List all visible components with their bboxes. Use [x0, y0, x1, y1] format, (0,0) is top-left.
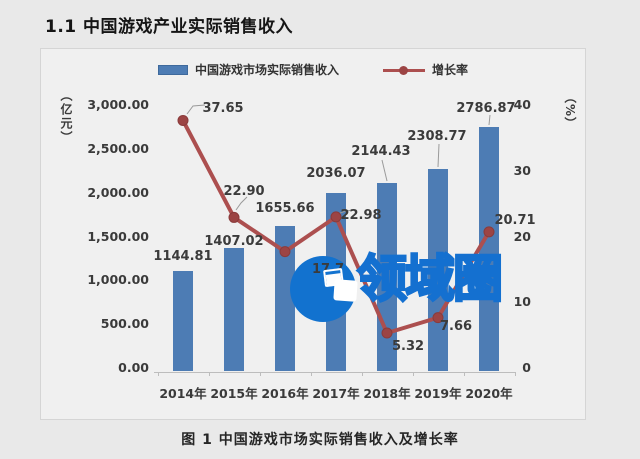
x-axis-category-label: 2015年 [210, 386, 258, 401]
left-axis-tick-label: 1,500.00 [87, 228, 149, 244]
legend-label-revenue: 中国游戏市场实际销售收入 [194, 63, 339, 77]
x-axis-category-label: 2018年 [363, 386, 411, 401]
left-axis-tick-label: 500.00 [100, 316, 149, 332]
bar-value-label: 2308.77 [407, 129, 467, 144]
left-axis-tick-label: 1,000.00 [87, 272, 149, 288]
watermark-text: 领域圈 [356, 250, 505, 308]
bar-series-swatch [157, 64, 188, 75]
x-axis-tick-icon [514, 372, 516, 376]
legend-label-growth: 增长率 [432, 63, 469, 77]
x-axis-tick-icon [208, 372, 210, 376]
right-axis-tick-label: 10 [513, 294, 531, 310]
right-axis-tick-label: 40 [513, 97, 531, 112]
left-axis-tick-label: 2,000.00 [87, 184, 149, 200]
line-value-label: 7.66 [439, 319, 473, 334]
bar-value-label: 2144.43 [351, 144, 411, 159]
left-axis-tick-label: 2,500.00 [87, 140, 149, 156]
right-axis-tick-label: 0 [522, 360, 531, 375]
left-axis-tick-label: 3,000.00 [87, 97, 149, 112]
figure-caption: 图 1 中国游戏市场实际销售收入及增长率 [181, 432, 459, 448]
x-axis-tick-icon [259, 372, 261, 376]
revenue-bar [224, 247, 244, 371]
line-value-label: 5.32 [391, 339, 425, 354]
line-swatch-marker-icon [399, 65, 408, 75]
growth-line-marker-icon [177, 114, 189, 126]
left-axis-unit: （亿元） [59, 89, 73, 145]
bar-value-label: 1144.81 [153, 249, 213, 264]
x-axis-line [154, 372, 516, 373]
x-axis-tick-icon [412, 372, 414, 376]
line-value-label: 22.90 [223, 184, 265, 199]
x-axis-category-label: 2017年 [312, 386, 360, 401]
legend-item-growth: 增长率 [383, 61, 468, 78]
revenue-bar [173, 270, 193, 371]
x-axis-category-label: 2014年 [159, 386, 207, 401]
line-series-swatch [383, 64, 425, 76]
right-axis-tick-label: 30 [513, 162, 531, 178]
line-value-label: 22.98 [340, 208, 382, 223]
growth-line-marker-icon [228, 211, 240, 223]
x-axis-tick-icon [463, 372, 465, 376]
chart-legend: 中国游戏市场实际销售收入 增长率 [41, 61, 585, 78]
bar-value-label: 2786.87 [456, 101, 516, 116]
x-axis-tick-icon [361, 372, 363, 376]
left-axis-tick-label: 0.00 [118, 360, 149, 375]
bar-value-label: 1655.66 [255, 201, 315, 216]
watermark-photo-icon [333, 279, 358, 302]
right-axis-tick-label: 20 [513, 228, 531, 244]
line-value-label: 20.71 [494, 213, 536, 228]
x-axis-category-label: 2019年 [414, 386, 462, 401]
legend-item-revenue: 中国游戏市场实际销售收入 [157, 61, 339, 78]
right-axis-unit: （%） [563, 91, 577, 131]
bar-value-label: 1407.02 [204, 234, 264, 249]
label-leader-line [381, 159, 388, 182]
x-axis-tick-icon [157, 372, 159, 376]
x-axis-tick-icon [310, 372, 312, 376]
label-leader-line [437, 143, 440, 168]
chart-panel: 中国游戏市场实际销售收入 增长率 （亿元） （%） 领域圈 3,000.00 2,… [40, 48, 586, 420]
label-leader-line [488, 114, 491, 126]
line-value-label: 37.65 [202, 101, 244, 116]
bar-value-label: 2036.07 [306, 166, 366, 181]
x-axis-category-label: 2016年 [261, 386, 309, 401]
revenue-bar [479, 126, 499, 371]
x-axis-category-label: 2020年 [465, 386, 513, 401]
page-title: 1.1 中国游戏产业实际销售收入 [45, 17, 294, 37]
